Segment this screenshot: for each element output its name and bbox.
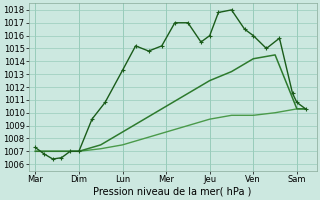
X-axis label: Pression niveau de la mer( hPa ): Pression niveau de la mer( hPa ) <box>93 187 252 197</box>
